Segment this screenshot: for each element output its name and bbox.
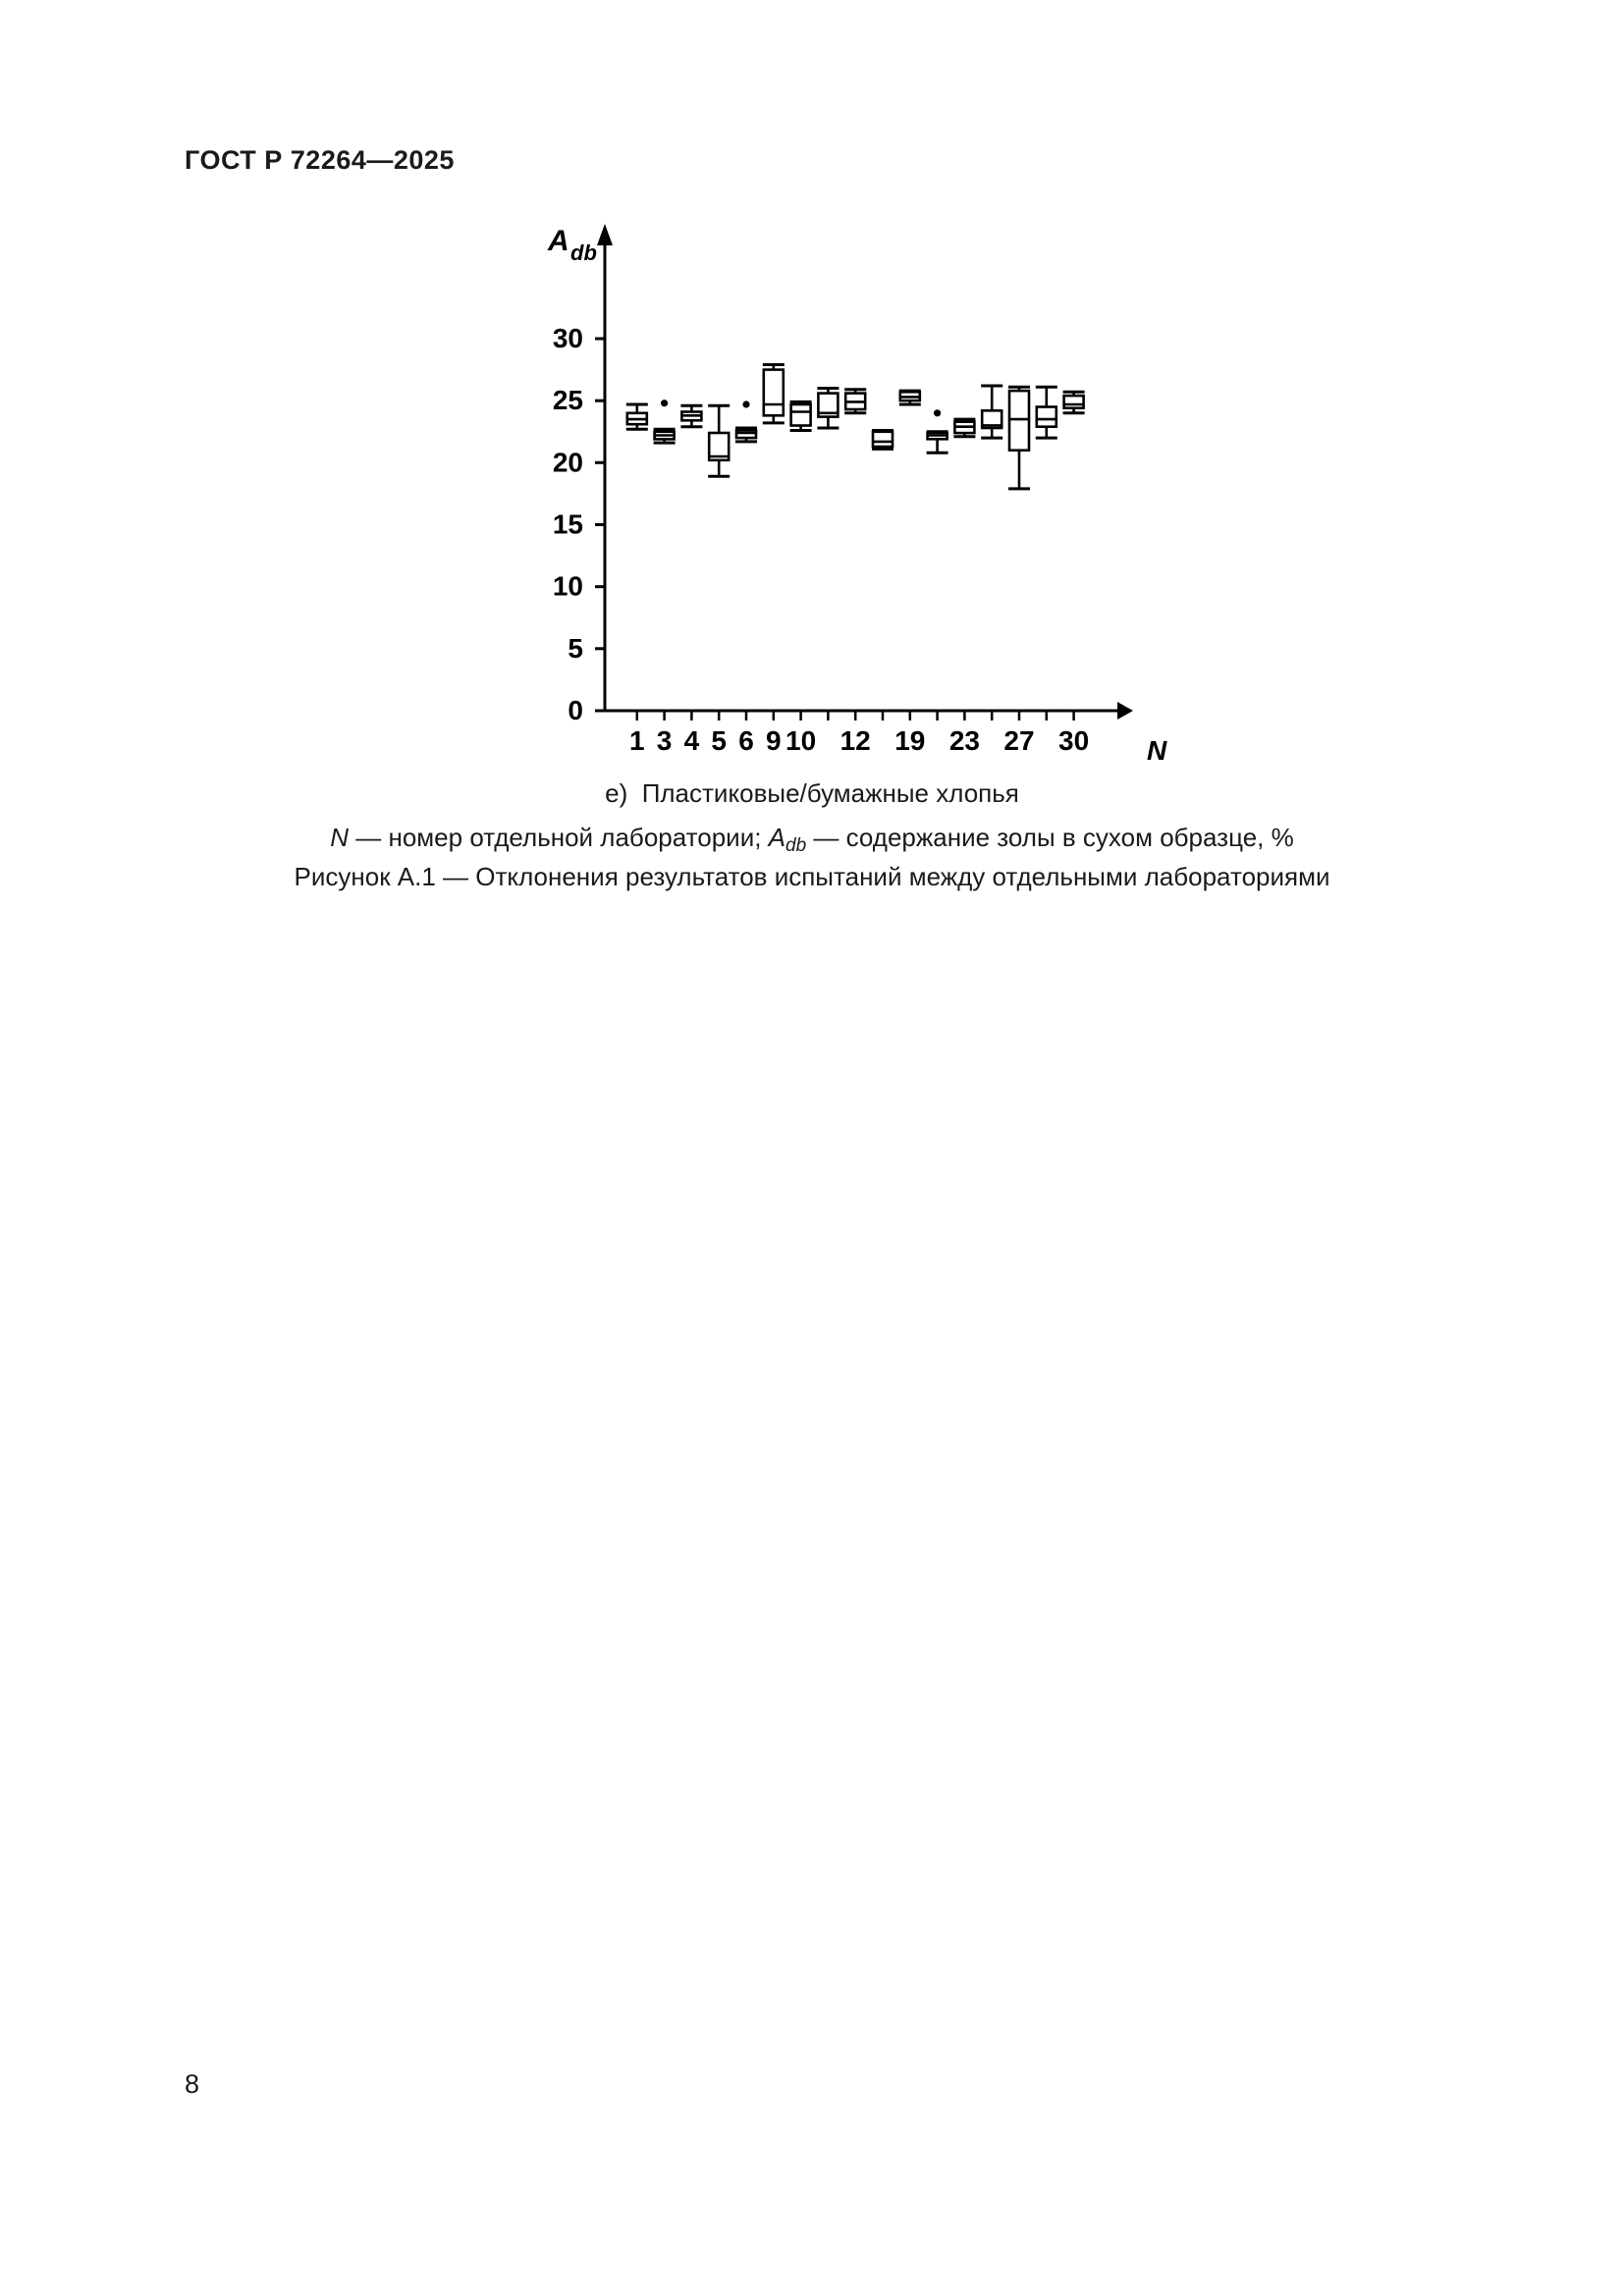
svg-text:1: 1 (629, 725, 645, 756)
svg-text:5: 5 (711, 725, 727, 756)
svg-text:0: 0 (568, 695, 583, 725)
svg-text:12: 12 (840, 725, 871, 756)
svg-text:15: 15 (553, 509, 583, 540)
svg-text:10: 10 (553, 571, 583, 602)
svg-text:19: 19 (894, 725, 925, 756)
svg-text:25: 25 (553, 385, 583, 415)
svg-text:A: A (547, 225, 569, 257)
svg-text:6: 6 (738, 725, 754, 756)
svg-text:4: 4 (684, 725, 700, 756)
svg-text:27: 27 (1003, 725, 1034, 756)
svg-text:db: db (570, 240, 597, 265)
svg-text:5: 5 (568, 633, 583, 664)
svg-text:30: 30 (1058, 725, 1089, 756)
svg-text:9: 9 (766, 725, 782, 756)
svg-text:10: 10 (785, 725, 816, 756)
svg-text:30: 30 (553, 323, 583, 353)
svg-text:3: 3 (657, 725, 673, 756)
svg-text:20: 20 (553, 447, 583, 477)
svg-text:N: N (1147, 735, 1167, 766)
svg-text:23: 23 (949, 725, 980, 756)
